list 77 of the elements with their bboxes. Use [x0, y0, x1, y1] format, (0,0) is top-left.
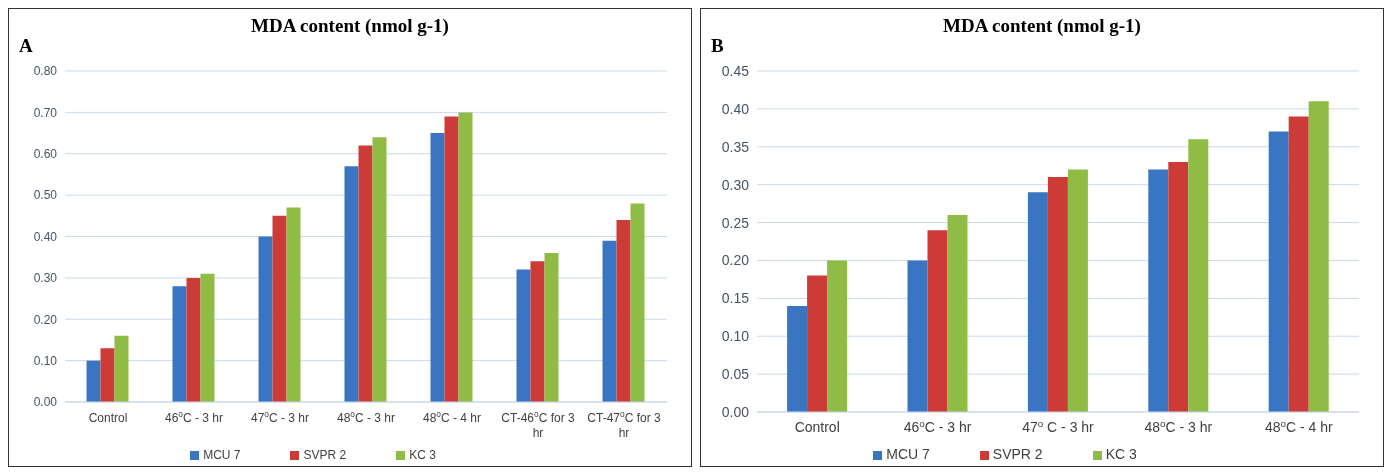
x-tick-label: 48$^{o}$C - 4 hr	[422, 409, 482, 425]
bar	[186, 277, 201, 402]
bar	[1188, 139, 1209, 412]
x-tick-label: Control	[794, 419, 840, 435]
bar	[927, 230, 948, 412]
y-tick-label: 0.20	[721, 252, 750, 269]
x-tick-label: 47$^{o}$C - 3 hr	[250, 409, 310, 425]
legend-label: MCU 7	[886, 446, 930, 462]
bar	[616, 219, 631, 402]
bar	[200, 273, 215, 402]
y-tick-label: 0.25	[721, 214, 750, 231]
y-tick-label: 0.40	[33, 229, 58, 244]
bar	[258, 236, 273, 402]
text: A	[19, 35, 33, 57]
x-tick-label: CT-47$^{o}$C for 3 hr	[587, 409, 662, 440]
y-tick-label: 0.15	[721, 290, 750, 307]
bar	[372, 137, 387, 402]
bar	[1168, 161, 1189, 412]
x-tick-label: Control	[88, 411, 128, 425]
bar	[544, 253, 559, 402]
bar	[787, 305, 808, 412]
bar	[602, 240, 617, 402]
y-tick-label: 0.40	[721, 100, 750, 117]
y-tick-label: 0.00	[721, 403, 750, 420]
legend-label: KC 3	[1105, 446, 1137, 462]
bar	[100, 348, 115, 402]
bar	[430, 133, 445, 402]
bar	[1308, 101, 1329, 412]
x-tick-label: 48$^{o}$C - 3 hr	[336, 409, 396, 425]
bar	[458, 112, 473, 402]
bar	[516, 269, 531, 402]
x-tick-label: 46$^{o}$C - 3 hr	[903, 417, 972, 435]
x-tick-label: CT-46$^{o}$C for 3 hr	[501, 409, 576, 440]
bar	[630, 203, 645, 402]
legend-label: SVPR 2	[992, 446, 1043, 462]
y-tick-label: 0.00	[33, 395, 58, 410]
y-tick-label: 0.60	[33, 147, 58, 162]
bar	[530, 261, 545, 402]
bar	[907, 260, 928, 412]
bar	[1047, 177, 1068, 412]
y-tick-label: 0.35	[721, 138, 750, 155]
bar	[1268, 131, 1289, 412]
bar	[344, 166, 359, 402]
x-tick-label: 46$^{o}$C - 3 hr	[164, 409, 224, 425]
bar	[1288, 116, 1309, 412]
bar	[86, 360, 101, 402]
y-tick-label: 0.50	[33, 188, 58, 203]
bar	[172, 286, 187, 402]
x-tick-label: 47$^{o}$ C - 3 hr	[1022, 417, 1095, 435]
y-tick-label: 0.80	[33, 64, 58, 79]
bar	[286, 207, 301, 402]
bar	[1067, 169, 1088, 412]
chart-title: MDA content (nmol g-1)	[251, 15, 449, 36]
y-tick-label: 0.30	[33, 271, 58, 286]
legend-label: KC 3	[409, 448, 436, 462]
y-tick-label: 0.10	[721, 328, 750, 345]
bar	[1148, 169, 1169, 412]
x-tick-label: 48$^{o}$C - 4 hr	[1264, 417, 1333, 435]
legend-label: MCU 7	[203, 448, 241, 462]
bar	[807, 275, 828, 412]
y-tick-label: 0.10	[33, 353, 58, 368]
bar	[827, 260, 848, 412]
legend-label: SVPR 2	[303, 448, 347, 462]
bar	[1027, 192, 1048, 412]
bar	[444, 116, 459, 402]
x-tick-label: 48$^{o}$C - 3 hr	[1144, 417, 1213, 435]
y-tick-label: 0.45	[721, 62, 750, 79]
bar	[114, 335, 129, 402]
chart-title: MDA content (nmol g-1)	[943, 15, 1141, 36]
y-tick-label: 0.30	[721, 176, 750, 193]
bar	[947, 214, 968, 412]
bar	[272, 215, 287, 402]
bar	[358, 145, 373, 402]
text: B	[711, 35, 724, 57]
y-tick-label: 0.70	[33, 105, 58, 120]
y-tick-label: 0.05	[721, 366, 750, 383]
y-tick-label: 0.20	[33, 312, 58, 327]
